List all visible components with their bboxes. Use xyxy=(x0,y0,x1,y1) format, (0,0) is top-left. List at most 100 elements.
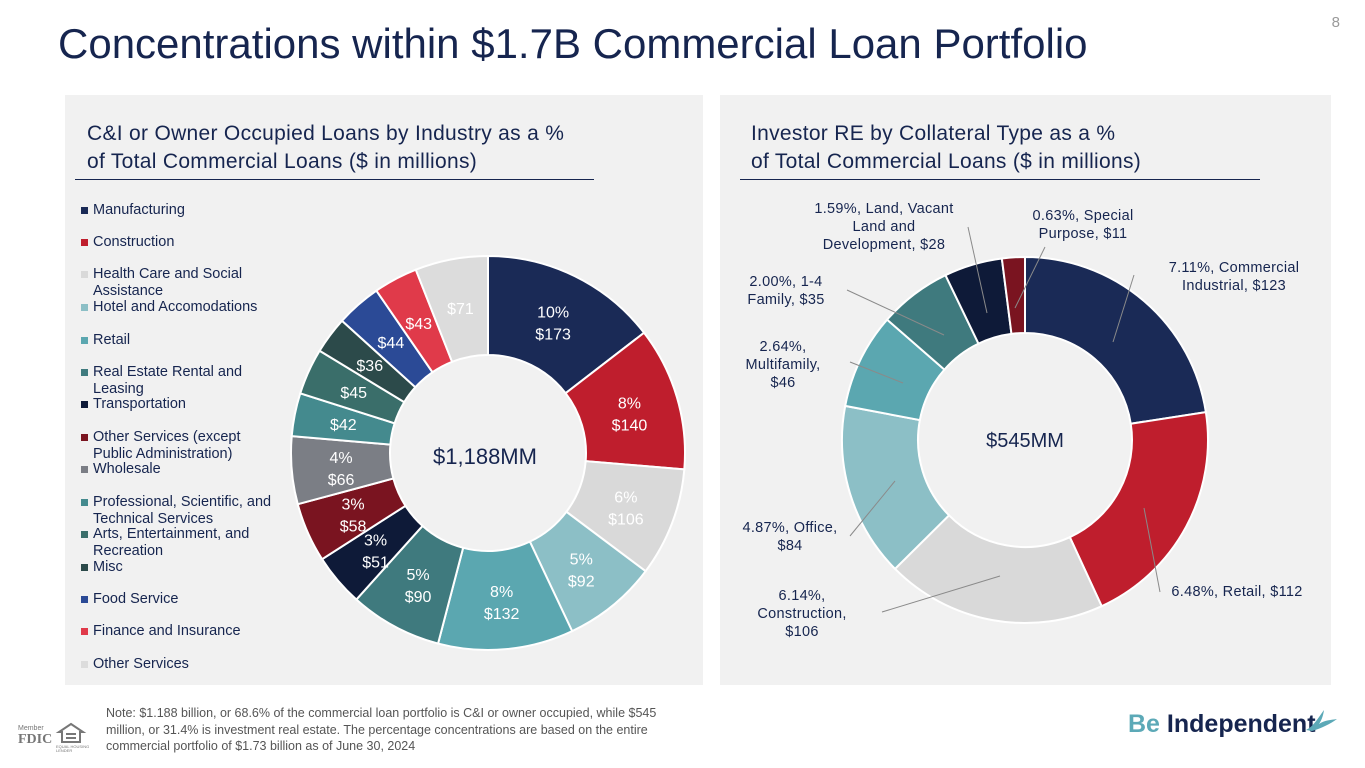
slice-value-label: $132 xyxy=(484,606,520,623)
slice-label-real-estate-rental-and-leasing: 5% $90 xyxy=(405,567,432,606)
leader-line xyxy=(849,480,896,537)
slice-label-1-4-family: 2.00%, 1-4 Family, $35 xyxy=(747,274,824,308)
industry-center-total: $1,188MM xyxy=(433,444,537,469)
slice-label-arts-entertainment-and-recreation: $45 xyxy=(340,385,367,402)
collateral-chart-title-line2: of Total Commercial Loans ($ in millions… xyxy=(751,150,1142,173)
slice-pct-label: 6% xyxy=(614,489,637,506)
slice-label-health-care-and-social-assistance: 6% $106 xyxy=(608,489,644,528)
slice-label-other-services-except-public-administration: 3% $58 xyxy=(340,497,367,536)
leader-line xyxy=(846,289,945,336)
leader-line xyxy=(849,361,904,384)
slice-commercial-industrial xyxy=(1024,255,1208,425)
legend-label: Other Services xyxy=(93,656,189,672)
slice-label-line: 2.64%, xyxy=(760,339,807,355)
collateral-chart-title-line1: Investor RE by Collateral Type as a % xyxy=(751,122,1116,145)
slice-pct-label: 8% xyxy=(490,584,513,601)
page-title: Concentrations within $1.7B Commercial L… xyxy=(58,20,1088,67)
industry-chart-title-line1: C&I or Owner Occupied Loans by Industry … xyxy=(87,122,565,145)
legend-label: Construction xyxy=(93,234,175,250)
slice-pct-label: 5% xyxy=(406,567,429,584)
slice-manufacturing xyxy=(487,254,646,395)
legend-label: Real Estate Rental and Leasing xyxy=(93,364,243,397)
brand-be: Be xyxy=(1128,710,1160,738)
slice-label-line: Multifamily, xyxy=(745,357,820,373)
legend-label: Food Service xyxy=(93,591,179,607)
slice-label-line: $84 xyxy=(777,538,802,554)
legend-label: Manufacturing xyxy=(93,202,185,218)
footnote: Note: $1.188 billion, or 68.6% of the co… xyxy=(106,706,657,753)
slice-label-hotel-and-accomodations: 5% $92 xyxy=(568,551,595,590)
slice-label-finance-and-insurance: $43 xyxy=(405,316,432,333)
slice-label-line: Purpose, $11 xyxy=(1039,226,1128,242)
bird-icon xyxy=(1306,710,1337,731)
slice-label-line: Land and xyxy=(853,219,916,235)
legend-swatch xyxy=(81,239,88,246)
legend-swatch xyxy=(81,499,88,506)
slice-label-manufacturing: 10% $173 xyxy=(535,305,571,344)
slice-label-wholesale: 4% $66 xyxy=(328,450,355,489)
slice-label-special-purpose: 0.63%, Special Purpose, $11 xyxy=(1033,208,1134,242)
slice-other-services xyxy=(414,254,489,364)
slice-label-food-service: $44 xyxy=(378,335,405,352)
slice-value-label: $92 xyxy=(568,573,595,590)
slice-label-line: $106 xyxy=(785,624,818,640)
slice-value-label: $90 xyxy=(405,589,432,606)
slice-label-line: Family, $35 xyxy=(747,292,824,308)
brand-logo: Be Independent xyxy=(1128,710,1338,750)
slice-label-line: Industrial, $123 xyxy=(1182,278,1286,294)
legend-swatch xyxy=(81,337,88,344)
legend-swatch xyxy=(81,369,88,376)
slice-pct-label: 3% xyxy=(342,497,365,514)
collateral-title-rule xyxy=(740,179,1260,180)
legend-label: Misc xyxy=(93,559,123,575)
legend-label: Transportation xyxy=(93,396,186,412)
slice-label-line: 6.48%, Retail, $112 xyxy=(1171,584,1302,600)
slice-label-line: 6.14%, xyxy=(779,588,826,604)
slice-value-label: $140 xyxy=(612,417,648,434)
slice-label-professional-scientific-and-technical-services: $42 xyxy=(330,417,357,434)
slice-label-construction: 6.14%, Construction, $106 xyxy=(757,588,846,640)
slice-label-line: 4.87%, Office, xyxy=(742,520,837,536)
slice-label-land-vacant-land-and-development: 1.59%, Land, Vacant Land and Development, … xyxy=(814,201,953,253)
slice-value-label: $173 xyxy=(535,327,571,344)
slice-label-line: Construction, xyxy=(757,606,846,622)
leader-line xyxy=(881,575,1001,613)
industry-chart-title-line2: of Total Commercial Loans ($ in millions… xyxy=(87,150,478,173)
slice-label-transportation: 3% $51 xyxy=(362,532,389,571)
leader-line xyxy=(967,226,988,314)
leader-line xyxy=(1143,507,1161,593)
legend-swatch xyxy=(81,271,88,278)
slice-label-misc: $36 xyxy=(356,358,383,375)
fdic-equal-housing-logo: Member FDIC EQUAL HOUSING LENDER xyxy=(18,722,90,755)
brand-independent: Independent xyxy=(1166,710,1316,738)
slice-special-purpose xyxy=(1000,255,1026,335)
legend-swatch xyxy=(81,466,88,473)
page-number: 8 xyxy=(1331,14,1340,31)
slice-label-line: 1.59%, Land, Vacant xyxy=(814,201,953,217)
legend-swatch xyxy=(81,628,88,635)
legend-swatch xyxy=(81,564,88,571)
slice-label-line: 0.63%, Special xyxy=(1033,208,1134,224)
legend-swatch xyxy=(81,661,88,668)
slice-label-commercial-industrial: 7.11%, Commercial Industrial, $123 xyxy=(1169,260,1300,294)
slice-label-multifamily: 2.64%, Multifamily, $46 xyxy=(745,339,820,391)
slice-label-line: $46 xyxy=(770,375,795,391)
slice-label-construction: 8% $140 xyxy=(612,395,648,434)
legend-label: Arts, Entertainment, and Recreation xyxy=(93,526,250,559)
slice-pct-label: 3% xyxy=(364,532,387,549)
slice-pct-label: 8% xyxy=(618,395,641,412)
legend-label: Health Care and Social Assistance xyxy=(93,266,243,299)
fdic-member-text: Member xyxy=(18,725,44,732)
slice-pct-label: 10% xyxy=(537,305,569,322)
equal-housing-text: EQUAL HOUSING LENDER xyxy=(56,744,90,753)
legend-label: Hotel and Accomodations xyxy=(93,299,258,315)
slice-label-line: 7.11%, Commercial xyxy=(1169,260,1300,276)
slice-label-office: 4.87%, Office, $84 xyxy=(742,520,837,554)
legend-label: Retail xyxy=(93,332,131,348)
legend-swatch xyxy=(81,304,88,311)
slice-label-retail: 8% $132 xyxy=(484,584,520,623)
slice-value-label: $58 xyxy=(340,519,367,536)
equal-housing-icon xyxy=(55,722,87,743)
legend-swatch xyxy=(81,531,88,538)
slice-label-retail: 6.48%, Retail, $112 xyxy=(1171,584,1302,600)
